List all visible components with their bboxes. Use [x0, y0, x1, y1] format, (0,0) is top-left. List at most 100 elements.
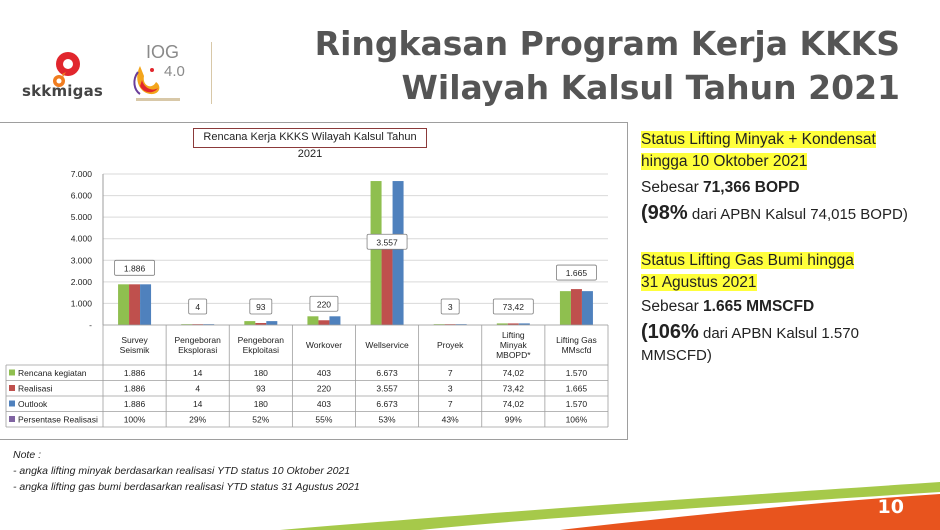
- status-gas-pct-open: (: [641, 321, 648, 343]
- legend-swatch: [9, 416, 15, 422]
- bar-rencana-kegiatan: [370, 181, 382, 325]
- category-label: Wellservice: [365, 340, 409, 350]
- data-label-box: [440, 298, 460, 315]
- title-line-1: Ringkasan Program Kerja KKKS: [314, 24, 900, 63]
- chart-panel: [0, 122, 628, 440]
- iog-version: 4.0: [164, 63, 185, 80]
- legend-label: Realisasi: [18, 384, 53, 394]
- status-oil-percentage: (98% dari APBN Kalsul 74,015 BOPD): [641, 202, 908, 225]
- status-gas-pct-text-2: MMSCFD): [641, 347, 712, 364]
- status-gas-percentage: (106% dari APBN Kalsul 1.570 MMSCFD): [641, 321, 931, 367]
- data-label-box: [556, 264, 597, 281]
- status-gas-pct-value: 106%: [647, 321, 699, 343]
- bar-realisasi: [507, 323, 519, 325]
- bar-realisasi: [570, 289, 582, 325]
- note: Note : - angka lifting minyak berdasarka…: [13, 447, 360, 495]
- status-gas-title-line-1: Status Lifting Gas Bumi hingga: [641, 252, 854, 269]
- legend-label: Rencana kegiatan: [18, 368, 87, 378]
- category-label: Lifting: [502, 330, 525, 340]
- data-label-box: [492, 298, 534, 315]
- data-label-box: [188, 298, 208, 315]
- table-cell: 74,02: [503, 368, 525, 378]
- status-gas-title: Status Lifting Gas Bumi hingga 31 Agustu…: [641, 250, 931, 294]
- bar-rencana-kegiatan: [118, 284, 130, 325]
- table-cell: 1.886: [124, 368, 146, 378]
- legend-label: Outlook: [18, 399, 48, 409]
- status-gas-amount: 1.665 MMSCFD: [703, 298, 815, 315]
- table-cell: 4: [195, 384, 200, 394]
- bar-realisasi: [129, 284, 141, 325]
- y-tick-label: 2.000: [71, 277, 93, 287]
- y-tick-label: 4.000: [71, 234, 93, 244]
- y-tick-label: -: [89, 320, 92, 330]
- table-cell: 43%: [442, 415, 459, 425]
- bar-outlook: [392, 181, 404, 325]
- bar-realisasi: [255, 322, 267, 325]
- status-oil-pct-value: 98%: [647, 202, 688, 224]
- table-cell: 1.886: [124, 399, 146, 409]
- data-label: 93: [256, 302, 266, 312]
- status-gas-prefix: Sebesar: [641, 298, 704, 315]
- data-label: 220: [317, 299, 331, 309]
- table-cell: 100%: [124, 415, 146, 425]
- chart-title: Rencana Kerja KKKS Wilayah Kalsul Tahun …: [193, 128, 427, 160]
- page-title: Ringkasan Program Kerja KKKS Wilayah Kal…: [280, 22, 900, 110]
- bar-rencana-kegiatan: [244, 321, 256, 325]
- status-oil-pct-text: dari APBN Kalsul 74,015 BOPD): [687, 206, 908, 223]
- title-line-2: Wilayah Kalsul Tahun 2021: [401, 68, 900, 107]
- footer-swoosh: [280, 482, 940, 530]
- status-oil-value: Sebesar 71,366 BOPD: [641, 179, 800, 197]
- status-oil-amount: 71,366 BOPD: [703, 179, 800, 196]
- data-label: 3.557: [376, 237, 398, 247]
- data-label: 1.886: [124, 263, 146, 273]
- status-gas-title-line-2: 31 Agustus 2021: [641, 274, 757, 291]
- category-label: Eksplorasi: [178, 345, 217, 355]
- table-cell: 180: [254, 368, 268, 378]
- bar-rencana-kegiatan: [496, 323, 508, 325]
- category-label: Survey: [121, 335, 148, 345]
- bar-outlook: [140, 284, 152, 325]
- bar-outlook: [266, 321, 278, 325]
- data-label-box: [366, 233, 408, 250]
- status-gas-pct-text: dari APBN Kalsul 1.570: [698, 325, 859, 342]
- data-label-box: [249, 298, 273, 315]
- page-number: 10: [877, 496, 904, 518]
- bar-outlook: [581, 291, 593, 325]
- bar-outlook: [518, 323, 530, 325]
- category-label: Ekploitasi: [243, 345, 279, 355]
- category-label: Lifting Gas: [556, 335, 597, 345]
- note-heading: Note :: [13, 449, 42, 461]
- category-label: Seismik: [120, 345, 151, 355]
- data-label: 73,42: [503, 302, 525, 312]
- status-oil-pct-open: (: [641, 202, 648, 224]
- bar-rencana-kegiatan: [307, 316, 319, 325]
- legend-swatch: [9, 385, 15, 391]
- table-cell: 1.665: [566, 384, 588, 394]
- skkmigas-logo: [53, 52, 80, 87]
- bar-chart: - 1.000 2.000 3.000 4.000 5.000 6.000 7.000 1.88…: [5, 169, 609, 428]
- data-label: 3: [448, 302, 453, 312]
- table-cell: 180: [254, 399, 268, 409]
- bar-realisasi: [381, 248, 393, 325]
- table-cell: 1.570: [566, 399, 588, 409]
- table-cell: 7: [448, 368, 453, 378]
- logo-divider: [211, 42, 212, 104]
- category-label: MBOPD*: [496, 350, 531, 360]
- category-label: Proyek: [437, 340, 464, 350]
- table-cell: 53%: [379, 415, 396, 425]
- note-line-1: - angka lifting minyak berdasarkan reali…: [13, 465, 351, 477]
- legend-label: Persentase Realisasi: [18, 415, 98, 425]
- iog-logo: IOG 4.0: [133, 42, 185, 101]
- table-cell: 55%: [315, 415, 332, 425]
- data-label: 1.665: [566, 268, 588, 278]
- bar-outlook: [329, 316, 341, 325]
- table-cell: 1.886: [124, 384, 146, 394]
- table-cell: 93: [256, 384, 266, 394]
- table-cell: 1.570: [566, 368, 588, 378]
- table-cell: 220: [317, 384, 331, 394]
- table-cell: 3.557: [376, 384, 398, 394]
- status-oil-title-line-2: hingga 10 Oktober 2021: [641, 153, 808, 170]
- iog-text: IOG: [146, 42, 179, 62]
- table-cell: 73,42: [503, 384, 525, 394]
- y-tick-label: 5.000: [71, 212, 93, 222]
